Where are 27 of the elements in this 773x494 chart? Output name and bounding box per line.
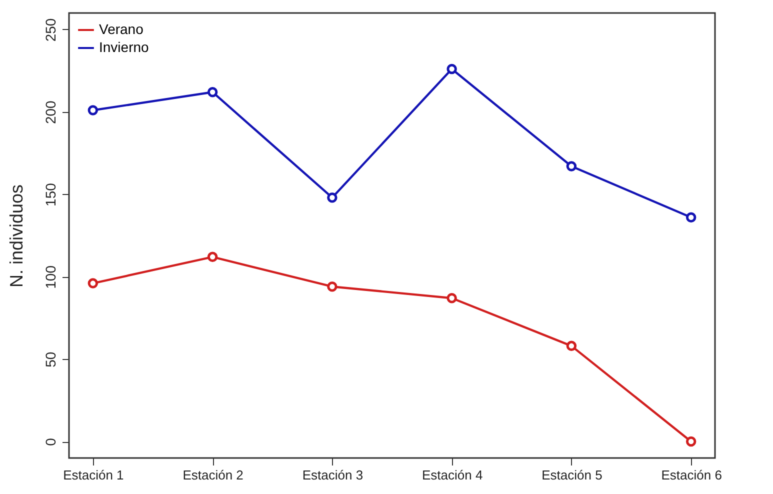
legend-label: Invierno — [99, 39, 150, 55]
point — [207, 252, 218, 262]
point — [88, 105, 98, 116]
y-tick-label: 0 — [42, 438, 58, 446]
y-tick-label: 50 — [42, 352, 58, 368]
y-axis-title: N. individuos — [6, 184, 26, 288]
x-tick-label: Estación 1 — [63, 468, 124, 482]
y-tick-label: 200 — [42, 100, 58, 124]
y-tick-label: 250 — [42, 18, 58, 42]
point — [327, 281, 338, 292]
point — [566, 161, 577, 172]
point — [566, 340, 577, 352]
point — [207, 86, 218, 98]
point — [686, 212, 696, 222]
x-tick-label: Estación 6 — [661, 468, 722, 482]
point — [446, 293, 457, 304]
legend-label: Verano — [99, 21, 144, 37]
x-tick-label: Estación 4 — [422, 468, 483, 482]
x-tick-label: Estación 5 — [542, 468, 602, 482]
x-tick-label: Estación 3 — [302, 468, 364, 482]
point — [686, 436, 696, 447]
y-tick-label: 150 — [42, 182, 58, 206]
point — [327, 192, 338, 203]
x-tick-label: Estación 2 — [182, 468, 244, 482]
point — [88, 278, 98, 288]
point — [446, 64, 457, 74]
y-tick-label: 100 — [42, 265, 58, 289]
